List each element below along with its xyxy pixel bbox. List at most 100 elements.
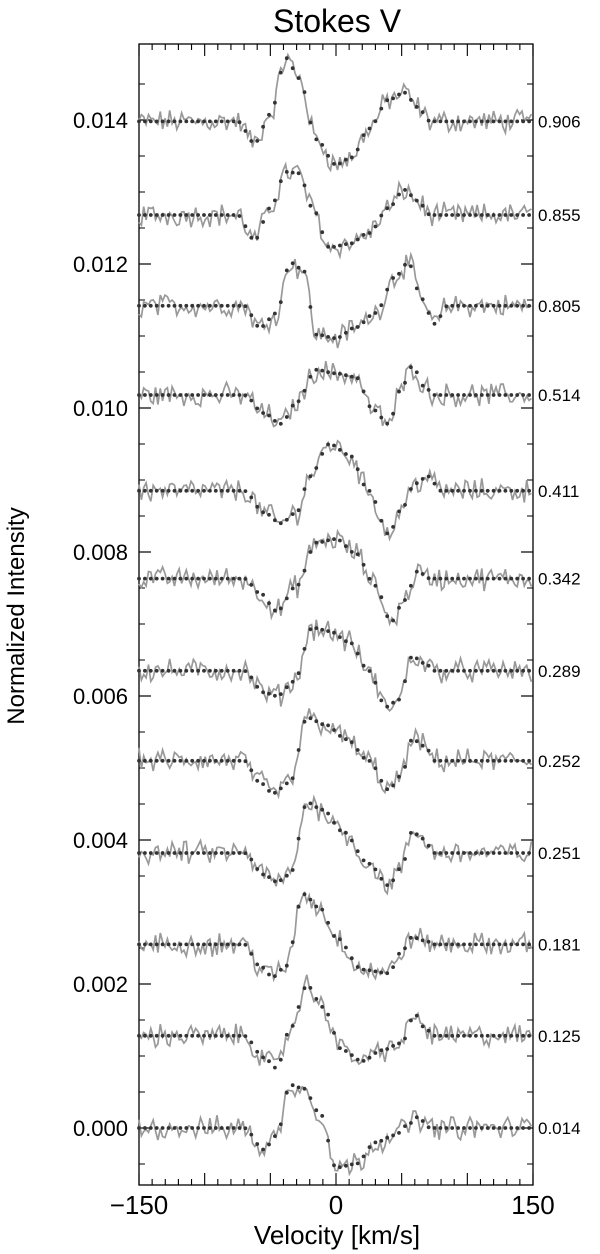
model-point xyxy=(527,303,531,308)
model-point xyxy=(213,576,218,581)
model-point xyxy=(367,759,372,763)
x-tick-label: 150 xyxy=(511,1190,554,1220)
model-point xyxy=(432,213,437,217)
model-point xyxy=(462,119,466,124)
model-point xyxy=(231,576,236,581)
model-point xyxy=(355,325,360,329)
model-point xyxy=(355,376,360,381)
model-point xyxy=(202,851,206,855)
y-tick-label: 0.000 xyxy=(73,1116,128,1141)
model-point xyxy=(231,758,236,763)
model-point xyxy=(361,1154,366,1159)
model-point xyxy=(444,668,449,673)
model-point xyxy=(414,370,419,375)
model-point xyxy=(184,119,189,124)
model-point xyxy=(326,244,330,249)
model-point xyxy=(373,583,378,588)
model-point xyxy=(438,393,443,397)
model-point xyxy=(515,393,520,397)
model-point xyxy=(438,758,443,763)
model-point xyxy=(172,942,177,947)
model-point xyxy=(172,851,177,855)
model-point xyxy=(237,393,242,397)
model-point xyxy=(302,183,307,188)
model-point xyxy=(468,393,472,397)
model-point xyxy=(166,942,171,947)
model-point xyxy=(420,661,425,665)
model-point xyxy=(249,495,254,500)
series-0.251: 0.251 xyxy=(137,794,581,896)
model-point xyxy=(420,110,425,114)
model-point xyxy=(231,119,236,124)
model-point xyxy=(491,213,496,217)
model-point xyxy=(485,851,490,855)
model-point xyxy=(302,487,307,491)
model-point xyxy=(432,1126,437,1130)
series-0.855: 0.855 xyxy=(137,161,581,260)
model-point xyxy=(314,626,319,630)
model-point xyxy=(302,269,307,274)
model-point xyxy=(178,1126,183,1130)
model-point xyxy=(302,1086,307,1091)
model-point xyxy=(308,986,313,990)
model-point xyxy=(166,851,171,855)
model-point xyxy=(308,801,313,806)
model-point xyxy=(497,1033,502,1038)
model-point xyxy=(208,488,212,493)
model-point xyxy=(474,1033,478,1038)
model-point xyxy=(137,213,141,217)
model-point xyxy=(485,488,490,493)
model-point xyxy=(479,119,484,124)
model-point xyxy=(332,630,336,635)
model-point xyxy=(154,488,159,493)
model-point xyxy=(314,211,319,216)
y-tick-label: 0.006 xyxy=(73,684,128,709)
model-point xyxy=(249,952,254,956)
model-point xyxy=(474,576,478,581)
model-point xyxy=(521,119,525,124)
model-point xyxy=(391,525,395,529)
model-point xyxy=(202,758,206,763)
model-point xyxy=(237,576,242,581)
model-point xyxy=(397,271,401,276)
model-point xyxy=(255,867,260,871)
model-point xyxy=(497,942,502,947)
model-point xyxy=(527,668,531,673)
model-point xyxy=(154,303,159,308)
model-point xyxy=(397,1041,401,1046)
model-point xyxy=(208,758,212,763)
model-point xyxy=(308,305,313,309)
model-point xyxy=(527,393,531,397)
phase-label: 0.251 xyxy=(538,844,581,863)
model-point xyxy=(231,488,236,493)
model-point xyxy=(367,1145,372,1149)
model-point xyxy=(414,832,419,837)
model-point xyxy=(479,758,484,763)
model-point xyxy=(521,1033,525,1038)
model-point xyxy=(231,303,236,308)
model-point xyxy=(219,488,224,493)
model-point xyxy=(409,97,413,102)
model-point xyxy=(154,758,159,763)
model-point xyxy=(284,873,289,878)
model-point xyxy=(479,303,484,308)
model-point xyxy=(385,883,390,887)
model-point xyxy=(243,759,248,764)
model-point xyxy=(450,1033,455,1038)
model-point xyxy=(320,230,325,235)
model-point xyxy=(397,509,401,514)
model-point xyxy=(385,1135,390,1140)
model-point xyxy=(462,942,466,947)
model-point xyxy=(367,231,372,235)
model-point xyxy=(302,388,307,393)
model-point xyxy=(497,851,502,855)
model-point xyxy=(290,586,295,591)
model-point xyxy=(338,448,342,452)
model-point xyxy=(255,504,260,509)
model-point xyxy=(474,942,478,947)
model-point xyxy=(137,119,141,124)
model-point xyxy=(338,1046,342,1050)
model-point xyxy=(391,96,395,101)
model-point xyxy=(403,188,407,192)
model-point xyxy=(172,393,177,397)
